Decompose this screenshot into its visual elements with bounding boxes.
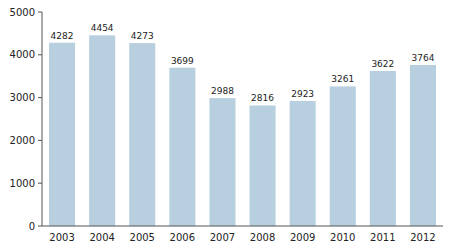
bar [129,43,155,226]
data-label: 2816 [251,93,274,103]
x-tick-label: 2011 [370,232,395,243]
y-tick-label: 3000 [10,92,35,103]
y-tick [38,97,42,98]
x-tick-label: 2007 [210,232,235,243]
y-tick [38,183,42,184]
y-tick-label: 5000 [10,7,35,18]
bar [209,98,235,226]
x-tick-label: 2005 [130,232,155,243]
bar [169,68,195,226]
chart: 4282 4454 4273 3699 2988 2816 2923 3261 3622 3764… [0,0,453,252]
y-tick [38,226,42,227]
y-tick [38,12,42,13]
x-tick-label: 2006 [170,232,195,243]
bar [410,65,436,226]
data-label: 4282 [51,31,74,41]
chart-container: 4282 4454 4273 3699 2988 2816 2923 3261 3622 3764… [0,0,453,252]
bar [49,43,75,226]
data-label: 3699 [171,56,194,66]
bar [290,101,316,226]
x-tick-label: 2012 [410,232,435,243]
x-tick-label: 2004 [89,232,114,243]
data-label: 3261 [331,74,354,84]
y-tick-label: 1000 [10,178,35,189]
bar [250,105,276,226]
data-label: 2923 [291,89,314,99]
y-axis-line [42,12,43,226]
x-tick-label: 2008 [250,232,275,243]
data-label: 3764 [411,53,434,63]
data-label: 4454 [91,23,114,33]
bar [370,71,396,226]
bar [330,86,356,226]
y-tick-label: 2000 [10,135,35,146]
bars [49,35,436,226]
y-tick [38,54,42,55]
y-tick [38,140,42,141]
x-tick-label: 2009 [290,232,315,243]
y-tick-label: 4000 [10,49,35,60]
data-label: 4273 [131,31,154,41]
x-axis-line [42,226,443,227]
y-tick-label: 0 [29,221,35,232]
data-label: 2988 [211,86,234,96]
x-tick-label: 2003 [49,232,74,243]
data-label: 3622 [371,59,394,69]
x-tick-label: 2010 [330,232,355,243]
bar [89,35,115,226]
